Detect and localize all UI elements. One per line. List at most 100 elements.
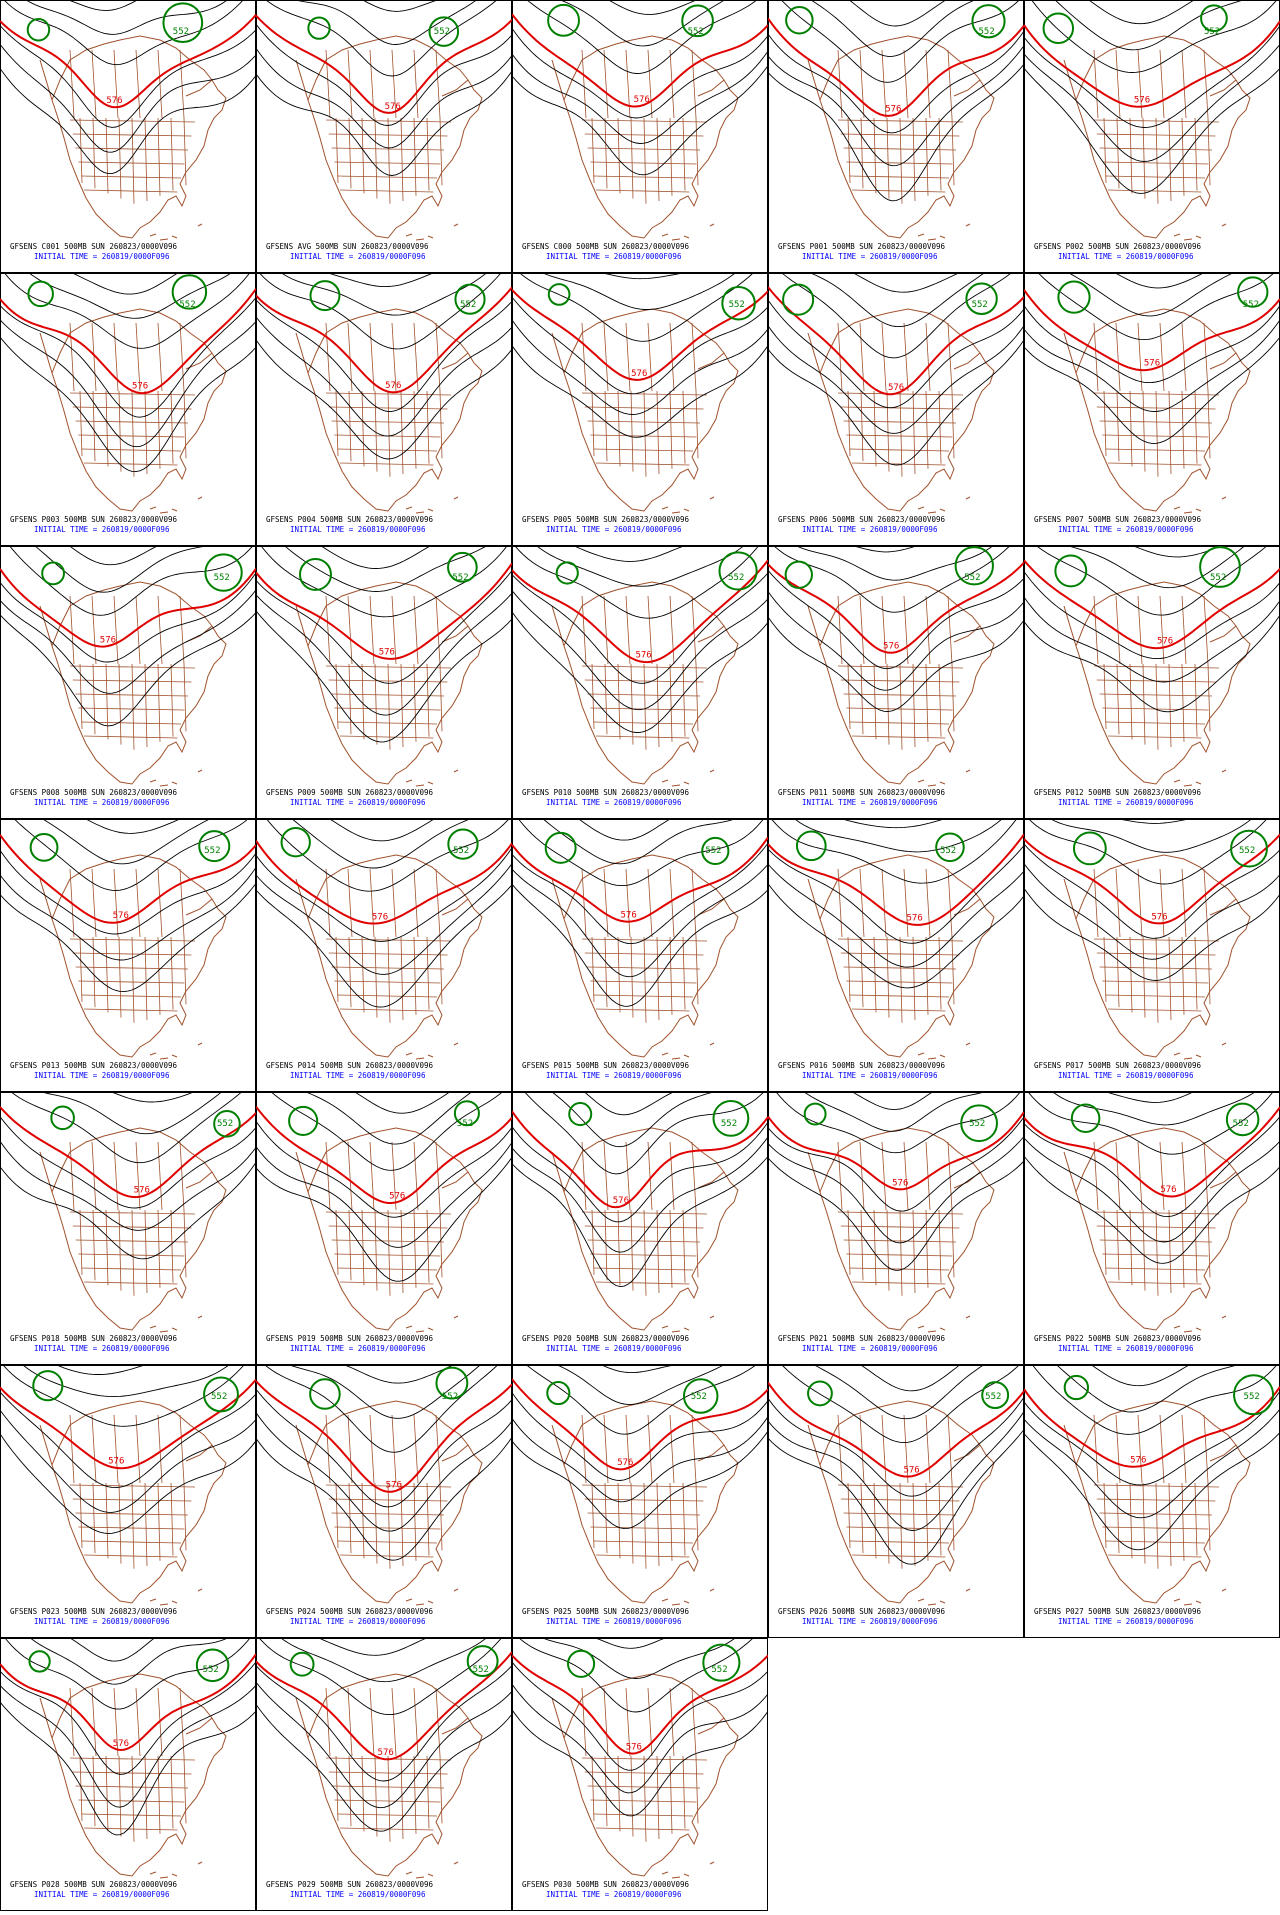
province-line [1093,1414,1099,1484]
height-contour [512,1430,768,1530]
province-line [1181,49,1187,119]
state-line [157,1209,161,1288]
state-line [587,1239,701,1243]
province-line [69,49,75,119]
state-line [593,448,694,452]
state-line [593,1267,694,1271]
height-contour [512,843,768,945]
panel-title: GFSENS P024 500MB SUN 260823/0000V096 [266,1607,434,1616]
state-line [183,390,187,459]
height-contour-576 [512,559,768,664]
coastline [551,1151,739,1331]
initial-time: INITIAL TIME = 260819/0000F096 [1058,1344,1194,1353]
state-line [1194,390,1198,464]
low-contour-552 [568,1102,593,1127]
map-panel: 576 552 GFSENS P006 500MB SUN 260823/0000V… [768,273,1024,546]
state-line [912,936,916,1021]
islands [661,1861,715,1879]
height-contour [577,819,671,841]
height-contour [9,546,254,616]
state-line [1207,663,1211,732]
state-line [1168,936,1172,1021]
state-line [334,1253,441,1257]
map-panel: 576 552 GFSENS P024 500MB SUN 260823/0000V… [256,1365,512,1638]
panel-title: GFSENS P029 500MB SUN 260823/0000V096 [266,1880,434,1889]
province-line [391,322,397,392]
panel-title: GFSENS P002 500MB SUN 260823/0000V096 [1034,242,1202,251]
state-line [1129,663,1133,740]
height-contour [256,592,512,716]
province-line [1115,595,1121,665]
state-line [1102,434,1209,438]
state-line [873,117,877,194]
state-line [1168,663,1172,748]
province-line [581,1687,587,1757]
height-contour [512,1661,768,1771]
province-line [881,1141,887,1211]
low-contour-552 [1237,276,1269,308]
state-line [387,1482,391,1569]
state-line [590,1799,697,1803]
initial-time: INITIAL TIME = 260819/0000F096 [34,252,170,261]
state-line [69,1211,196,1215]
initial-time: INITIAL TIME = 260819/0000F096 [290,798,426,807]
low-contour-552 [701,836,730,866]
low-contour-552 [567,1649,596,1678]
islands [661,769,715,787]
province-line [947,1141,953,1211]
state-line [695,117,699,186]
state-line [374,936,378,1018]
panel-border [768,546,1024,819]
panel-border [768,1365,1024,1638]
low-contour-552 [712,1099,750,1137]
state-line [170,1755,174,1829]
height-contour [256,1412,512,1532]
height-contour [0,1409,256,1513]
province-line [135,1141,141,1211]
height-contour [512,345,768,438]
low-contour-552 [1225,1102,1260,1137]
province-line [1203,1414,1209,1484]
canada-outline [307,1400,469,1466]
state-line [591,663,595,730]
low-contour-552 [1070,1103,1101,1133]
state-line [1194,1209,1198,1283]
height-contour [361,0,439,12]
state-line [682,117,686,191]
contour-label: 576 [134,1186,150,1196]
islands [1173,1588,1227,1606]
height-contour [256,1120,512,1218]
state-line [144,663,148,748]
height-contour [317,1638,428,1656]
state-line [144,1755,148,1840]
contour-label: 552 [940,846,956,856]
province-line [1137,1141,1143,1211]
state-line [656,1755,660,1840]
state-line [1103,936,1107,1003]
contour-label: 552 [964,573,980,583]
islands [405,1315,459,1333]
state-line [851,1281,946,1285]
height-contour [524,1092,765,1175]
province-line [135,322,141,392]
panel-border [512,546,768,819]
height-contour [1028,819,1268,885]
low-contour-552 [447,551,478,583]
canada-outline [307,581,469,647]
height-contour [0,850,256,935]
state-line [81,1540,182,1544]
state-line [79,663,83,730]
low-contour-552 [289,1651,315,1677]
contour-label: 576 [626,1743,642,1753]
state-line [387,1755,391,1842]
province-line [603,595,609,665]
state-line [912,663,916,748]
canada-outline [819,581,981,647]
islands [917,1588,971,1606]
state-line [1181,1209,1185,1288]
state-line [630,390,634,472]
coastline [295,59,483,239]
canada-outline [307,35,469,101]
low-contour-552 [1054,554,1088,588]
height-contour [39,1092,223,1135]
